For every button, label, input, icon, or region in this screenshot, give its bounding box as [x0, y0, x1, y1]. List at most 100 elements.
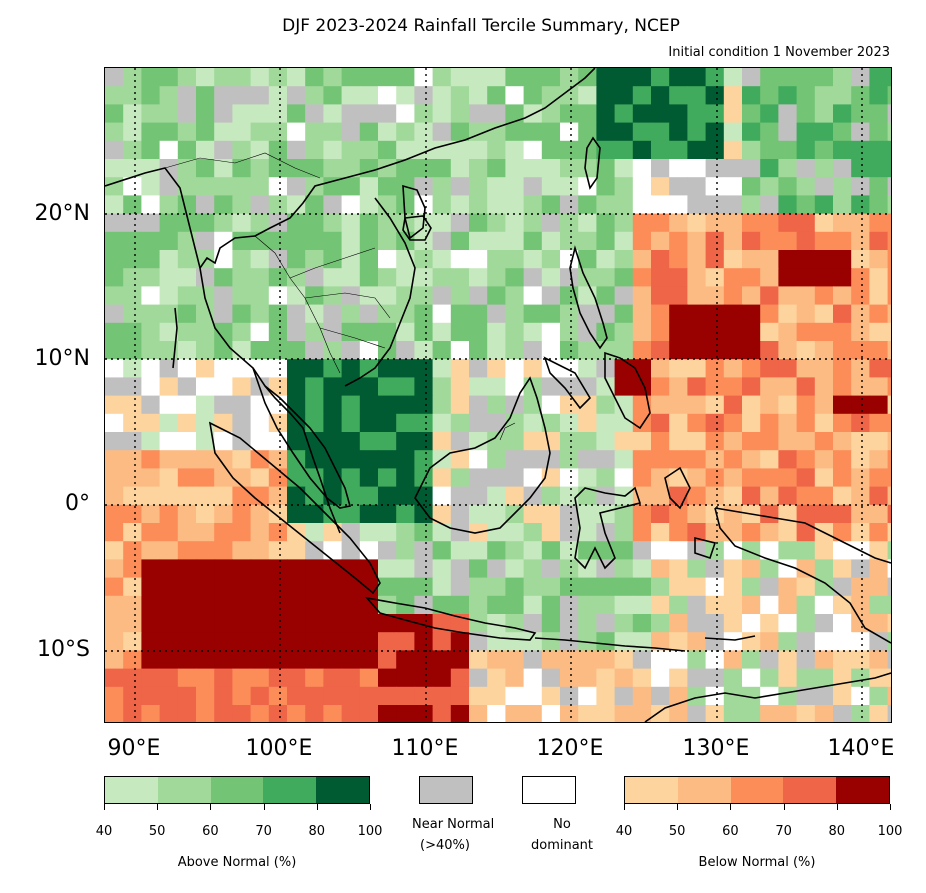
grid-cell [833, 341, 852, 360]
grid-cell [632, 432, 652, 451]
grid-cell [796, 177, 816, 196]
grid-cell [232, 231, 252, 251]
grid-cell [341, 541, 361, 560]
grid-cell [268, 650, 288, 670]
grid-cell [141, 577, 161, 597]
grid-cell [487, 486, 506, 506]
grid-cell [196, 523, 215, 542]
grid-cell [814, 268, 834, 287]
below-normal-label: Below Normal (%) [698, 855, 816, 870]
grid-cell [742, 650, 761, 670]
grid-cell [396, 159, 415, 178]
grid-cell [250, 322, 270, 342]
grid-cell [523, 614, 543, 633]
grid-cell [396, 140, 415, 160]
grid-cell [250, 68, 270, 87]
grid-cell [196, 122, 215, 142]
grid-cell [214, 213, 233, 233]
grid-cell [341, 686, 361, 706]
grid-cell [323, 250, 343, 269]
grid-cell [105, 632, 124, 651]
grid-cell [105, 359, 124, 378]
grid-cell [869, 86, 889, 105]
above-normal-tickmark [316, 804, 318, 810]
grid-cell [268, 322, 288, 342]
grid-cell [287, 595, 306, 615]
grid-cell [359, 632, 379, 651]
grid-cell [560, 341, 579, 360]
grid-cell [651, 231, 670, 251]
grid-cell [778, 395, 798, 415]
grid-cell [196, 486, 215, 506]
grid-cell [378, 577, 397, 597]
grid-cell [487, 286, 506, 306]
grid-cell [159, 195, 179, 215]
grid-cell [651, 486, 670, 506]
grid-cell [742, 705, 761, 722]
grid-cell [487, 268, 506, 287]
grid-cell [687, 104, 707, 124]
grid-cell [487, 468, 506, 488]
grid-cell [177, 559, 197, 579]
grid-cell [814, 541, 834, 560]
grid-cell [469, 140, 488, 160]
grid-cell [232, 104, 252, 124]
grid-cell [287, 377, 306, 397]
grid-cell [632, 486, 652, 506]
grid-cell [723, 413, 743, 433]
grid-cell [760, 504, 779, 524]
grid-cell [687, 304, 707, 324]
grid-cell [578, 140, 597, 160]
grid-cell [323, 341, 343, 360]
grid-cell [705, 286, 725, 306]
grid-cell [596, 250, 616, 269]
grid-cell [123, 122, 142, 142]
grid-cell [742, 231, 761, 251]
initial-condition-subtitle: Initial condition 1 November 2023 [668, 45, 890, 60]
grid-cell [723, 632, 743, 651]
grid-cell [268, 450, 288, 469]
grid-cell [196, 668, 215, 688]
grid-cell [232, 668, 252, 688]
grid-cell [450, 650, 470, 670]
near-normal-swatch [419, 776, 473, 804]
grid-cell [123, 104, 142, 124]
grid-cell [632, 341, 652, 360]
grid-cell [268, 486, 288, 506]
grid-cell [887, 468, 891, 488]
grid-cell [450, 68, 470, 87]
grid-cell [469, 577, 488, 597]
grid-cell [105, 450, 124, 469]
coastlines [105, 68, 891, 722]
grid-cell [796, 650, 816, 670]
grid-cell [105, 432, 124, 451]
grid-cell [760, 705, 779, 722]
grid-cell [541, 213, 561, 233]
grid-cell [450, 322, 470, 342]
grid-cell [396, 650, 415, 670]
grid-cell [396, 523, 415, 542]
grid-cell [232, 450, 252, 469]
grid-cell [851, 322, 870, 342]
grid-cell [778, 450, 798, 469]
grid-cell [268, 595, 288, 615]
grid-cell [268, 213, 288, 233]
grid-cell [833, 413, 852, 433]
grid-cell [614, 650, 634, 670]
grid-cell [232, 395, 252, 415]
grid-cell [705, 122, 725, 142]
grid-cell [141, 104, 161, 124]
grid-cell [523, 231, 543, 251]
grid-cell [141, 432, 161, 451]
grid-cell [268, 632, 288, 651]
grid-cell [196, 377, 215, 397]
grid-cell [869, 268, 889, 287]
grid-cell [523, 286, 543, 306]
grid-cell [214, 231, 233, 251]
grid-cell [796, 231, 816, 251]
grid-cell [141, 195, 161, 215]
grid-cell [323, 668, 343, 688]
grid-cell [760, 432, 779, 451]
grid-cell [869, 468, 889, 488]
grid-cell [596, 486, 616, 506]
